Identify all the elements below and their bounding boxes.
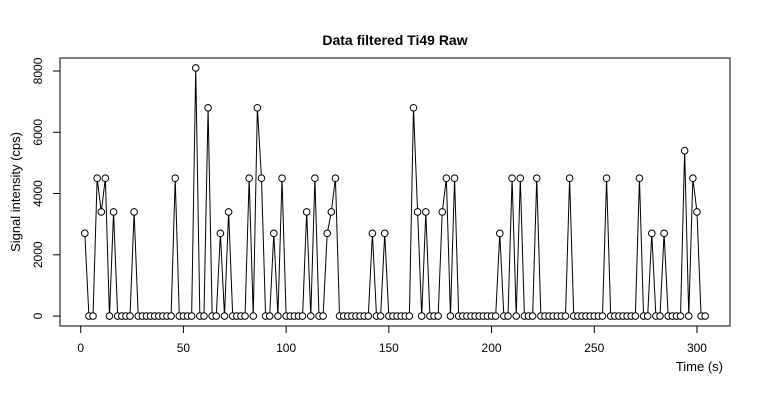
x-tick-label: 0: [77, 341, 84, 355]
data-point: [278, 174, 286, 183]
data-point: [241, 312, 249, 320]
data-point: [220, 312, 229, 320]
data-point: [93, 174, 101, 183]
data-point: [409, 103, 418, 112]
data-point: [298, 312, 307, 320]
data-point: [274, 312, 282, 320]
data-point: [212, 312, 221, 320]
data-point: [245, 174, 253, 183]
data-point: [442, 174, 451, 183]
data-point: [598, 312, 607, 320]
data-point: [438, 208, 447, 216]
data-point: [631, 312, 640, 320]
x-tick-label: 100: [276, 341, 296, 355]
data-point: [368, 229, 377, 238]
data-point: [249, 312, 258, 320]
data-point: [405, 312, 414, 320]
data-point: [105, 312, 114, 320]
data-point: [491, 312, 500, 320]
data-point: [643, 312, 652, 320]
data-point: [422, 208, 430, 216]
data-point: [364, 312, 373, 320]
data-point: [224, 208, 233, 216]
data-point: [689, 174, 697, 183]
data-point: [167, 312, 175, 320]
data-point: [306, 312, 315, 320]
data-point: [701, 312, 709, 320]
data-point: [647, 229, 656, 238]
data-point: [380, 229, 389, 238]
data-point: [635, 174, 644, 183]
data-point: [257, 174, 266, 183]
chart-title: Data filtered Ti49 Raw: [322, 32, 467, 48]
data-point: [446, 312, 455, 320]
data-point: [101, 174, 110, 183]
data-point: [516, 174, 525, 183]
plot-frame: [59, 57, 731, 327]
data-point: [508, 174, 516, 183]
y-tick-label: 4000: [31, 180, 45, 207]
data-point: [693, 208, 701, 216]
x-tick-label: 150: [379, 341, 399, 355]
x-tick-label: 50: [177, 341, 191, 355]
data-point: [130, 208, 138, 216]
data-point: [81, 229, 89, 238]
y-tick-label: 2000: [31, 241, 45, 268]
data-point: [265, 312, 274, 320]
data-point: [684, 312, 693, 320]
x-tick-label: 250: [584, 341, 604, 355]
y-tick-label: 0: [31, 312, 45, 319]
data-point: [413, 208, 422, 216]
data-point: [680, 146, 689, 155]
data-point: [327, 208, 336, 216]
data-point: [656, 312, 664, 320]
data-point: [495, 229, 504, 238]
data-point: [417, 312, 426, 320]
data-point: [204, 103, 212, 112]
data-point: [126, 312, 134, 320]
data-point: [109, 208, 118, 216]
data-point: [97, 208, 106, 216]
data-point: [200, 312, 208, 320]
data-point: [270, 229, 278, 238]
y-axis-label: Signal intensity (cps): [8, 132, 23, 252]
data-point: [512, 312, 520, 320]
data-point: [191, 64, 200, 72]
data-point: [89, 312, 97, 320]
x-axis-label: Time (s): [676, 359, 723, 374]
data-point: [319, 312, 327, 320]
data-point: [253, 103, 262, 112]
y-tick-label: 8000: [31, 57, 45, 84]
data-point: [660, 229, 668, 238]
data-point: [532, 174, 541, 183]
x-tick-label: 300: [687, 341, 707, 355]
data-point: [565, 174, 574, 183]
x-tick-label: 200: [482, 341, 502, 355]
data-point: [331, 174, 340, 183]
data-point: [187, 312, 196, 320]
data-point: [171, 174, 179, 183]
data-point: [311, 174, 319, 183]
data-point: [302, 208, 311, 216]
data-point: [676, 312, 685, 320]
data-point: [504, 312, 512, 320]
data-point: [216, 229, 225, 238]
y-tick-label: 6000: [31, 119, 45, 146]
data-point: [376, 312, 385, 320]
data-point: [561, 312, 570, 320]
data-point: [450, 174, 459, 183]
data-point: [602, 174, 611, 183]
data-point: [434, 312, 442, 320]
data-point: [528, 312, 537, 320]
data-point: [323, 229, 332, 238]
